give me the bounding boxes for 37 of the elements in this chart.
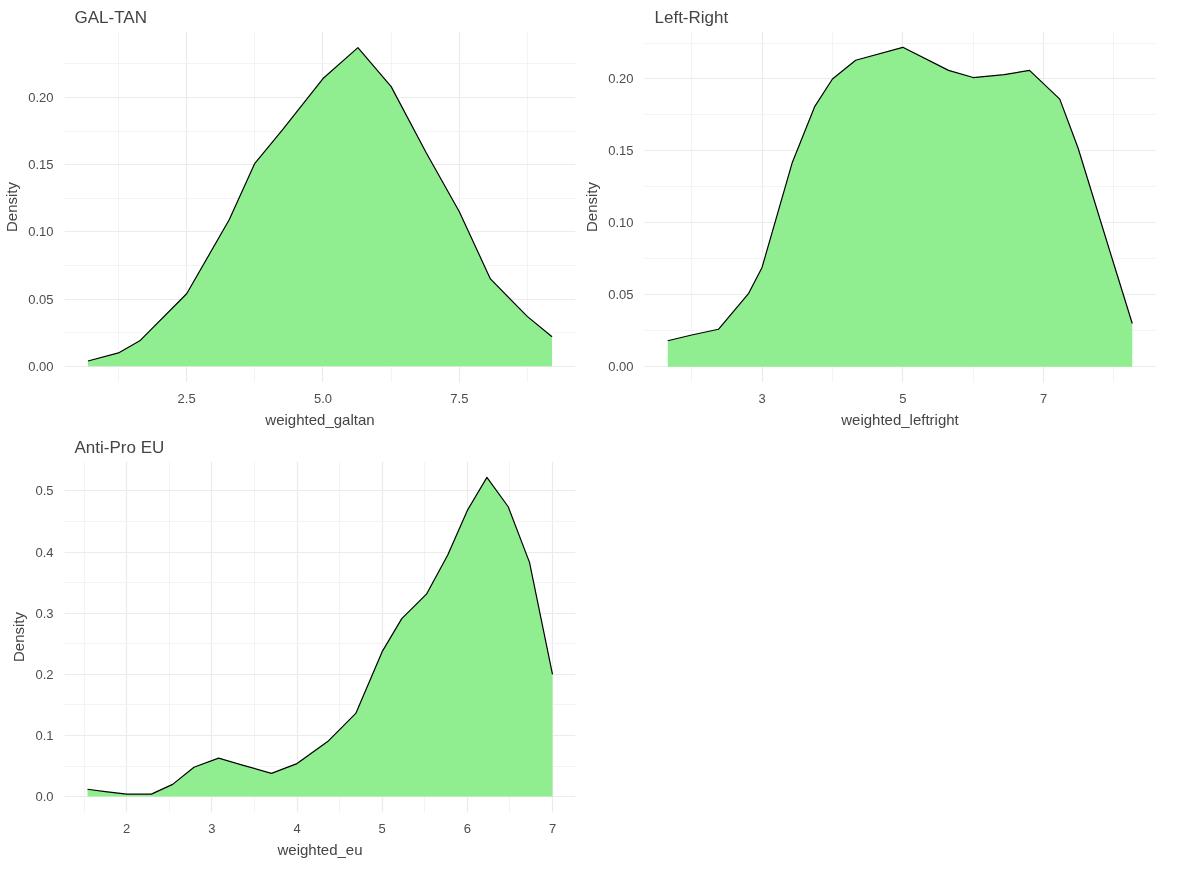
y-tick-label: 0.00 — [608, 359, 634, 375]
x-axis-title: weighted_galtan — [264, 410, 375, 428]
x-tick-label: 7 — [548, 820, 557, 836]
y-tick-label: 0.00 — [28, 358, 54, 374]
chart-title: GAL-TAN — [74, 7, 147, 27]
x-tick-label: 5.0 — [313, 390, 333, 406]
y-tick-label: 0.05 — [28, 291, 54, 307]
y-tick-label: 0.10 — [28, 224, 54, 240]
chart-title: Anti-Pro EU — [74, 437, 165, 457]
y-tick-label: 0.2 — [35, 666, 54, 682]
x-axis-title: weighted_leftright — [840, 410, 960, 428]
x-tick-label: 2 — [123, 820, 131, 836]
y-axis-title: Density — [3, 181, 21, 233]
y-tick-label: 0.4 — [35, 544, 54, 560]
x-tick-label: 5 — [378, 820, 386, 836]
y-tick-label: 0.0 — [35, 789, 54, 805]
y-axis-title: Density — [583, 181, 601, 233]
x-tick-label: 4 — [293, 820, 301, 836]
x-tick-label: 6 — [463, 820, 471, 836]
x-tick-label: 7.5 — [450, 390, 469, 406]
x-tick-label: 2.5 — [177, 390, 196, 406]
y-tick-label: 0.1 — [35, 727, 54, 743]
x-tick-label: 3 — [208, 820, 216, 836]
y-tick-label: 0.5 — [35, 483, 54, 499]
x-tick-label: 7 — [1039, 390, 1048, 406]
y-tick-label: 0.15 — [608, 143, 634, 159]
x-tick-label: 3 — [758, 390, 766, 406]
x-tick-label: 5 — [899, 390, 907, 406]
y-tick-label: 0.20 — [608, 71, 634, 87]
y-tick-label: 0.10 — [608, 215, 634, 231]
y-axis-title: Density — [10, 611, 28, 663]
y-tick-label: 0.20 — [28, 89, 54, 105]
x-axis-title: weighted_eu — [276, 840, 363, 858]
y-tick-label: 0.15 — [28, 157, 54, 173]
y-tick-label: 0.3 — [35, 605, 54, 621]
chart-title: Left-Right — [654, 7, 729, 27]
y-tick-label: 0.05 — [608, 287, 634, 303]
